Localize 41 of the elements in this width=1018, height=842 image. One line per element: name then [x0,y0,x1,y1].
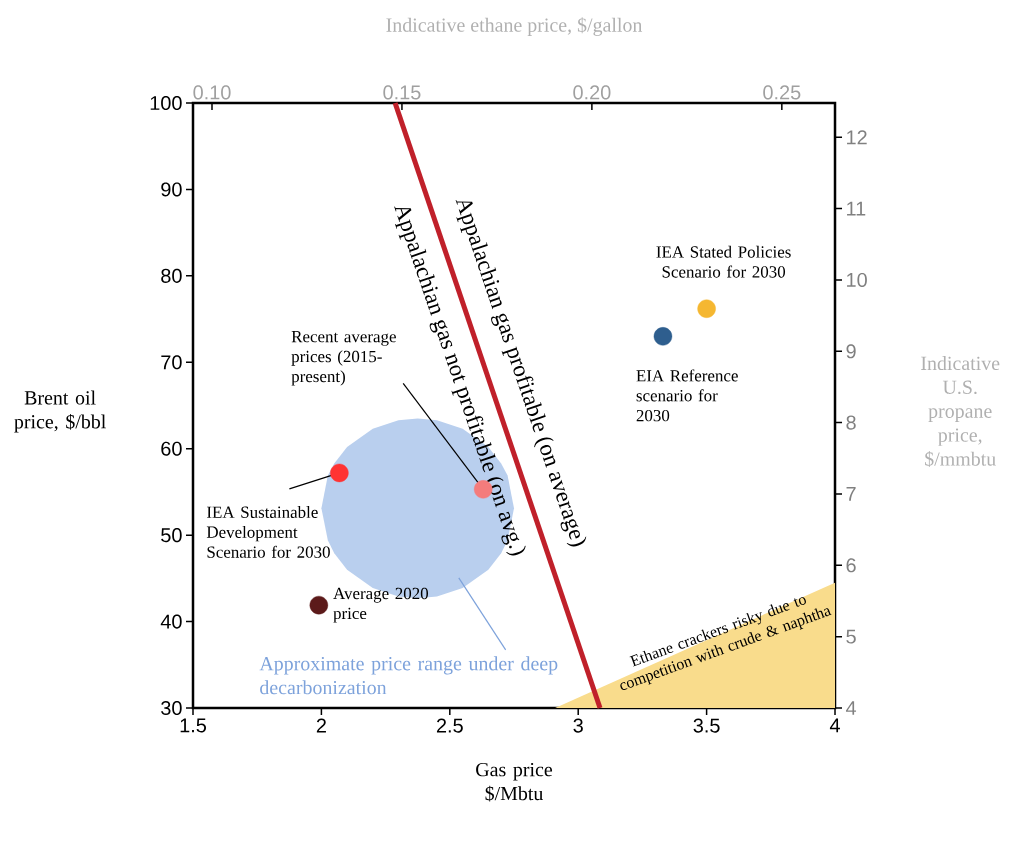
y-tick-label: 60 [161,441,182,456]
y2-tick-label: 7 [846,487,856,501]
x2-tick-label: 0.15 [383,85,421,100]
x2-tick-label: 0.25 [763,85,801,100]
y-tick-label: 40 [160,614,182,629]
x-tick-label: 3.5 [693,718,720,733]
x-tick-label: 3 [573,718,583,733]
y2-tick-label: 8 [846,415,856,430]
x-tick-label: 4 [829,718,840,733]
y2-tick-label: 10 [847,272,867,287]
annotation: Recent average prices (2015-present) [291,331,396,386]
x2-tick-label: 0.10 [193,85,231,100]
y-tick-label: 30 [161,700,182,716]
x2-axis-title: Indicative ethane price, $/gallon [386,17,643,36]
y2-tick-label: 11 [847,201,866,216]
x-axis-title: Gas price $/Mbtu [476,762,553,802]
y2-tick-label: 4 [845,701,857,715]
y-tick-label: 90 [161,182,182,197]
x-tick-label: 1.5 [180,718,207,733]
y2-tick-label: 5 [846,629,856,644]
y-tick-label: 70 [161,355,182,370]
y-tick-label: 100 [150,95,182,111]
annotation: Approximate price range under deep decarbonization [259,656,558,695]
y2-axis-title: Indicative U.S. propane price, $/mmbtu [921,356,1000,468]
y-tick-label: 50 [161,528,182,543]
point [309,595,329,615]
point [653,327,673,346]
y-axis-title: Brent oil price, $/bbl [14,390,106,433]
point [330,463,349,483]
y-tick-label: 80 [161,268,182,283]
x-tick-label: 2 [316,718,326,733]
point [697,299,716,318]
annotation: Average 2020 price [333,587,429,623]
y2-tick-label: 6 [846,558,856,573]
annotation: EIA Reference scenario for 2030 [636,369,738,422]
annotation: IEA Sustainable Development Scenario for 2030 [206,506,330,558]
y2-tick-label: 9 [846,344,856,359]
x2-tick-label: 0.20 [573,85,611,100]
x-tick-label: 2.5 [436,718,463,733]
annotation: IEA Stated Policies Scenario for 2030 [656,245,791,278]
y2-tick-label: 12 [847,130,867,145]
